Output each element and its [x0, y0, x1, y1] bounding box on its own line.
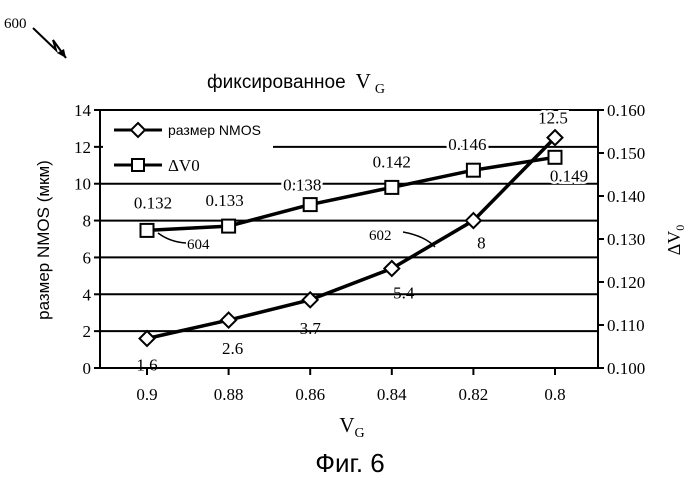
data-point-nmos	[140, 331, 155, 346]
x-tick-label: 0.86	[295, 385, 325, 404]
y-right-tick-label: 0.100	[607, 359, 645, 378]
left-axis: 0 2 4 6 8 10 12 14	[74, 101, 100, 378]
legend-nmos-label: размер NMOS	[168, 122, 261, 138]
reference-602-label: 602	[369, 228, 392, 244]
legend: размер NMOS ΔV0	[103, 113, 273, 180]
data-point-dv0	[549, 151, 562, 164]
y-left-tick-label: 14	[74, 101, 92, 120]
figure-number: 600	[4, 16, 27, 32]
data-label-dv0: 0.146	[448, 135, 486, 154]
y-axis-right-label: ΔV0	[664, 225, 687, 256]
data-label-dv0: 0.132	[134, 193, 172, 212]
legend-dv0-marker	[132, 159, 144, 171]
data-label-nmos: 3.7	[300, 319, 322, 338]
reference-604-leader	[158, 233, 186, 243]
legend-dv0-label: ΔV0	[168, 156, 200, 175]
y-left-tick-label: 2	[83, 322, 92, 341]
y-left-tick-label: 6	[83, 248, 92, 267]
data-label-dv0: 0.149	[550, 166, 588, 185]
x-tick-label: 0.84	[377, 385, 407, 404]
data-point-dv0	[141, 224, 154, 237]
data-label-nmos: 1.6	[136, 356, 157, 375]
data-label-dv0: 0.133	[205, 191, 243, 210]
x-axis-label: VG	[339, 413, 364, 441]
y-left-tick-label: 0	[83, 359, 92, 378]
x-axis: 0.9 0.88 0.86 0.84 0.82 0.8	[136, 368, 565, 404]
y-left-tick-label: 4	[83, 285, 92, 304]
data-label-dv0: 0.138	[283, 176, 321, 195]
y-left-tick-label: 10	[74, 175, 91, 194]
x-tick-label: 0.9	[136, 385, 157, 404]
data-label-nmos: 12.5	[538, 109, 568, 128]
data-point-dv0	[385, 181, 398, 194]
y-right-tick-label: 0.150	[607, 144, 645, 163]
y-right-tick-label: 0.110	[607, 316, 645, 335]
y-right-tick-label: 0.160	[607, 101, 645, 120]
data-point-dv0	[222, 220, 235, 233]
y-right-tick-label: 0.120	[607, 273, 645, 292]
data-point-dv0	[467, 164, 480, 177]
figure-caption: Фиг. 6	[315, 448, 385, 478]
data-point-nmos	[384, 261, 399, 276]
data-label-dv0: 0.142	[373, 152, 411, 171]
data-label-nmos: 8	[477, 234, 486, 253]
y-right-tick-label: 0.130	[607, 230, 645, 249]
x-tick-label: 0.88	[214, 385, 244, 404]
x-tick-label: 0.82	[459, 385, 489, 404]
data-label-nmos: 2.6	[222, 339, 243, 358]
data-point-nmos	[221, 313, 236, 328]
y-left-tick-label: 8	[83, 212, 92, 231]
y-right-tick-label: 0.140	[607, 187, 645, 206]
y-left-tick-label: 12	[74, 138, 91, 157]
y-axis-left-label: размер NMOS (мкм)	[34, 160, 53, 320]
right-axis: 0.100 0.110 0.120 0.130 0.140 0.150 0.160	[598, 101, 645, 378]
data-point-dv0	[304, 198, 317, 211]
chart-title: фиксированное V G	[207, 69, 385, 97]
reference-604-label: 604	[187, 237, 210, 253]
data-label-nmos: 5.4	[393, 283, 415, 302]
x-tick-label: 0.8	[544, 385, 565, 404]
